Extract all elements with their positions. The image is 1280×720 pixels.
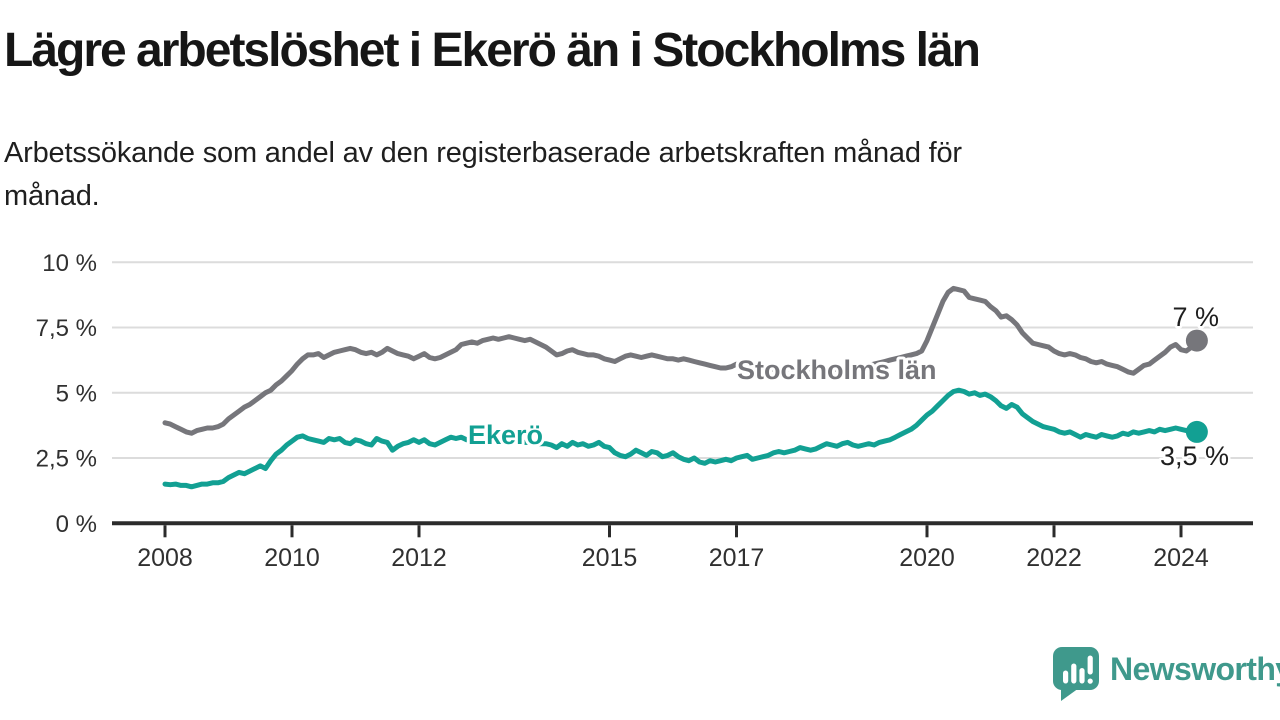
newsworthy-icon bbox=[1053, 647, 1099, 701]
series-line-stockholms-lan bbox=[162, 285, 1200, 436]
newsworthy-logo[interactable]: Newsworthy bbox=[1051, 645, 1280, 703]
series-label-ekero: Ekerö bbox=[468, 420, 543, 450]
y-tick-label: 2,5 % bbox=[36, 446, 97, 473]
x-tick-label: 2017 bbox=[709, 544, 765, 572]
x-tick-label: 2008 bbox=[137, 544, 193, 572]
chart-subtitle: Arbetssökande som andel av den registerb… bbox=[4, 137, 962, 212]
x-tick-label: 2015 bbox=[582, 544, 638, 572]
chart-title: Lägre arbetslöshet i Ekerö än i Stockhol… bbox=[4, 24, 981, 77]
x-tick-label: 2020 bbox=[899, 544, 955, 572]
y-tick-label: 10 % bbox=[42, 250, 97, 277]
x-tick-label: 2012 bbox=[391, 544, 447, 572]
y-tick-label: 5 % bbox=[56, 380, 97, 407]
brand-name: Newsworthy bbox=[1110, 651, 1280, 687]
x-tick-label: 2010 bbox=[264, 544, 320, 572]
series-end-value-stockholms-lan: 7 % bbox=[1172, 302, 1219, 332]
x-tick-label: 2024 bbox=[1153, 544, 1209, 572]
series-end-dot-ekero bbox=[1185, 420, 1208, 443]
series-end-dot-stockholms-lan bbox=[1185, 329, 1208, 352]
y-tick-label: 0 % bbox=[56, 511, 97, 538]
series-label-stockholms-lan: Stockholms län bbox=[737, 355, 937, 385]
series-end-value-ekero: 3,5 % bbox=[1160, 441, 1229, 471]
x-tick-label: 2022 bbox=[1026, 544, 1082, 572]
series-line-ekero bbox=[162, 387, 1200, 490]
y-tick-label: 7,5 % bbox=[36, 315, 97, 342]
